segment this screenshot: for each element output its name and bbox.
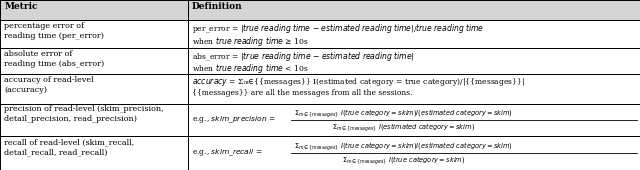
Text: Metric: Metric [4, 2, 38, 11]
Text: absolute error of
reading time (abs_error): absolute error of reading time (abs_erro… [4, 50, 105, 68]
Bar [188, 48, 640, 74]
Text: $\mathit{\Sigma}_{m\in\{messages\}}$ $\mathit{I(true\ category{=}skim)I(estimate: $\mathit{\Sigma}_{m\in\{messages\}}$ $\m… [294, 107, 513, 119]
Text: $\mathit{accuracy}$ = Σₘ∈{{messages}} I(estimated category = true category)/|{{m: $\mathit{accuracy}$ = Σₘ∈{{messages}} I(… [192, 76, 525, 88]
Bar [188, 0, 640, 20]
Bar [0, 0, 188, 20]
Bar [0, 136, 188, 170]
Text: {{messages}} are all the messages from all the sessions.: {{messages}} are all the messages from a… [192, 89, 413, 97]
Text: $\mathit{\Sigma}_{m\in\{messages\}}$ $\mathit{I(true\ category{=}skim)I(estimate: $\mathit{\Sigma}_{m\in\{messages\}}$ $\m… [294, 140, 513, 152]
Text: percentage error of
reading time (per_error): percentage error of reading time (per_er… [4, 22, 104, 40]
Text: Definition: Definition [192, 2, 243, 11]
Bar [0, 48, 188, 74]
Text: per_error = |$\mathit{true\ reading\ time}$ − $\mathit{estimated\ reading\ time}: per_error = |$\mathit{true\ reading\ tim… [192, 22, 484, 35]
Bar [188, 104, 640, 136]
Text: recall of read-level (skim_recall,
detail_recall, read_recall): recall of read-level (skim_recall, detai… [4, 138, 134, 156]
Text: accuracy of read-level
(accuracy): accuracy of read-level (accuracy) [4, 76, 94, 94]
Text: when $\mathit{true\ reading\ time}$ < 10s: when $\mathit{true\ reading\ time}$ < 10… [192, 62, 308, 75]
Bar [0, 0, 188, 20]
Text: e.g., $\mathit{skim\_recall}$ =: e.g., $\mathit{skim\_recall}$ = [192, 147, 262, 158]
Bar [188, 0, 640, 20]
Text: e.g., $\mathit{skim\_precision}$ =: e.g., $\mathit{skim\_precision}$ = [192, 114, 276, 125]
Text: $\mathit{\Sigma}_{m\in\{messages\}}$ $\mathit{I(true\ category{=}skim)}$: $\mathit{\Sigma}_{m\in\{messages\}}$ $\m… [342, 154, 465, 166]
Bar [0, 104, 188, 136]
Text: abs_error = |$\mathit{true\ reading\ time}$ − $\mathit{estimated\ reading\ time}: abs_error = |$\mathit{true\ reading\ tim… [192, 50, 415, 63]
Bar [0, 20, 188, 48]
Text: precision of read-level (skim_precision,
detail_precision, read_precision): precision of read-level (skim_precision,… [4, 105, 164, 123]
Bar [0, 74, 188, 104]
Text: when $\mathit{true\ reading\ time}$ ≥ 10s: when $\mathit{true\ reading\ time}$ ≥ 10… [192, 35, 308, 48]
Text: $\mathit{\Sigma}_{m\in\{messages\}}$ $\mathit{I(estimated\ category{=}skim)}$: $\mathit{\Sigma}_{m\in\{messages\}}$ $\m… [332, 121, 475, 133]
Bar [188, 20, 640, 48]
Bar [188, 74, 640, 104]
Bar [188, 136, 640, 170]
